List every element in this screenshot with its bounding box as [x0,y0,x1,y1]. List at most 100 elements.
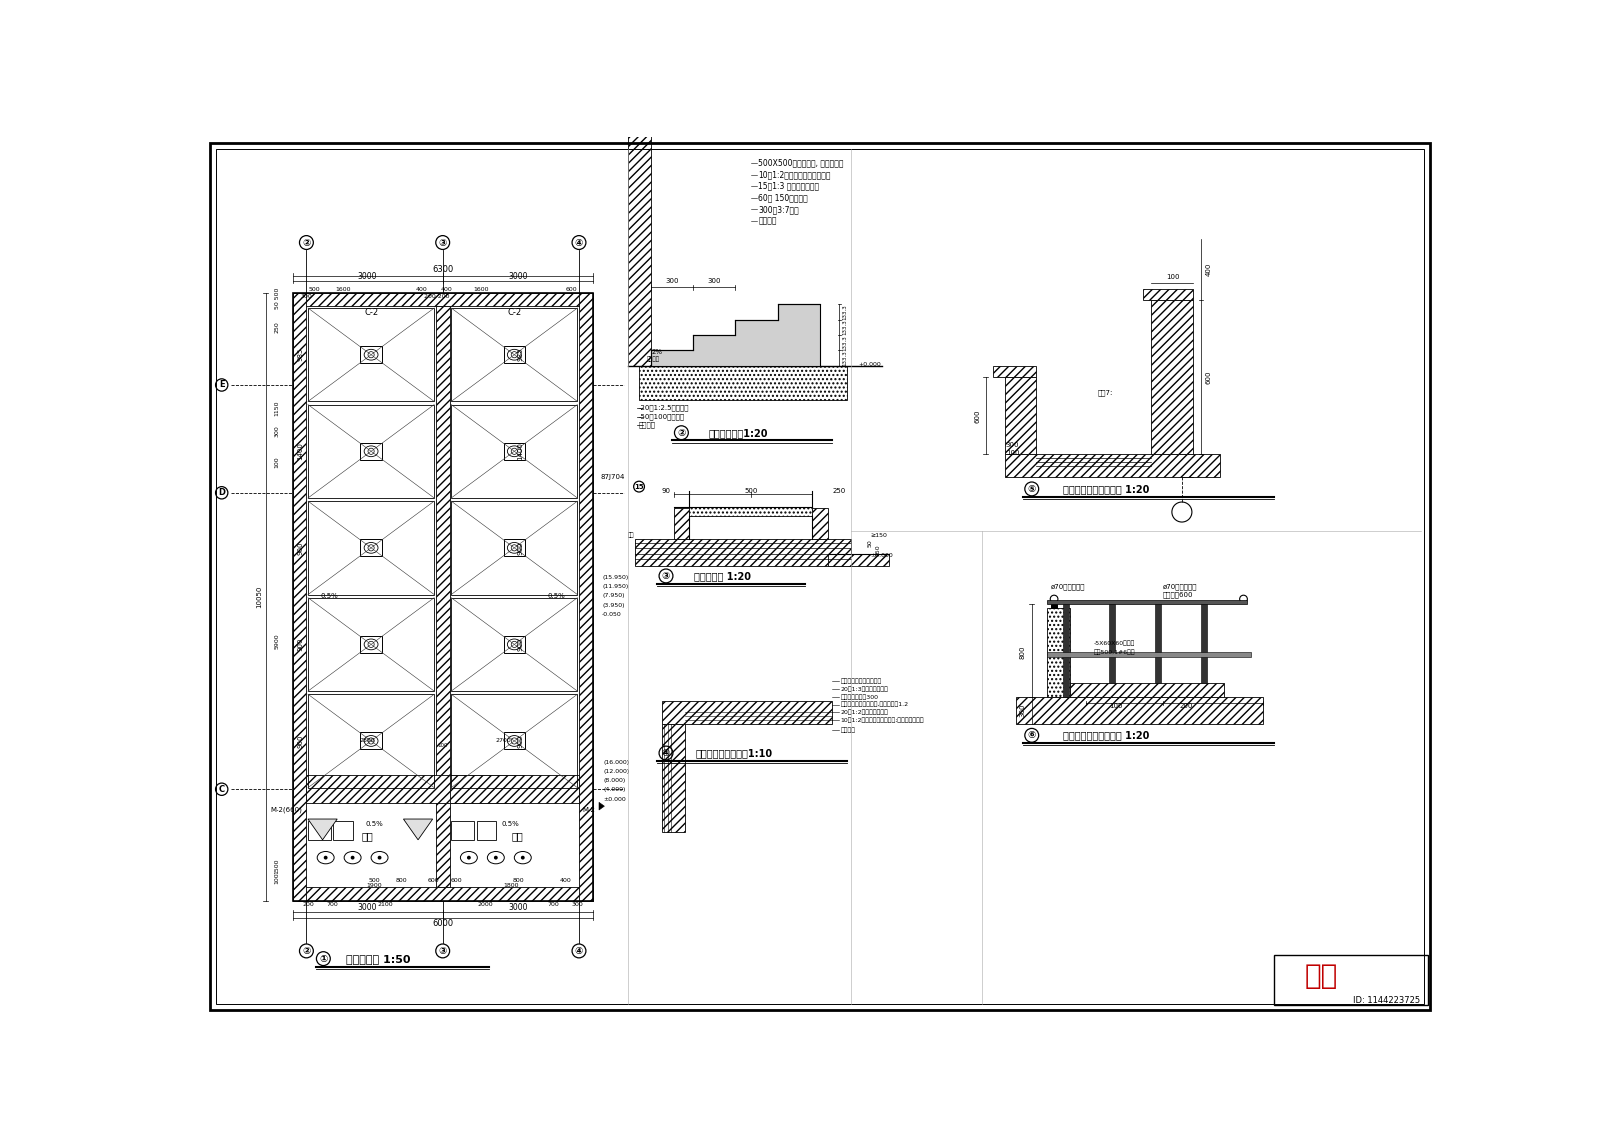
Bar [307,821,331,839]
Text: 400: 400 [1206,263,1211,276]
Text: 700: 700 [547,902,558,907]
Text: 3000: 3000 [509,272,528,281]
Text: 1150: 1150 [275,401,280,416]
Bar [293,292,594,901]
Text: 900: 900 [298,637,304,651]
Bar [1005,455,1221,477]
Bar [307,694,434,788]
Text: 133.3: 133.3 [842,335,846,351]
Text: 1400: 1400 [298,442,304,460]
Text: (12.000): (12.000) [603,769,630,774]
Text: 20厚1:2水泥砂浆保护层: 20厚1:2水泥砂浆保护层 [840,709,888,715]
Circle shape [467,855,470,860]
Text: ø70银白色钢管: ø70银白色钢管 [1051,584,1085,590]
Bar [360,636,382,653]
Text: 10050: 10050 [256,586,262,608]
Text: 50: 50 [867,539,872,547]
Bar [477,821,496,839]
Text: 150: 150 [875,545,880,556]
Text: 钉筋混凝土楼板坡度找坡: 钉筋混凝土楼板坡度找坡 [840,678,882,684]
Bar [451,308,578,402]
Bar [1016,697,1262,724]
Text: 2000: 2000 [477,902,493,907]
Text: 5900: 5900 [275,633,280,649]
Text: 500X500花岗石面层, 白水泥填缝: 500X500花岗石面层, 白水泥填缝 [758,159,843,168]
Text: (8.000): (8.000) [603,778,626,783]
Bar [451,597,578,691]
Text: ⑤: ⑤ [1027,484,1035,494]
Text: 100: 100 [275,456,280,468]
Bar [1005,377,1035,455]
Bar [627,0,651,365]
Text: 700: 700 [326,902,339,907]
Text: 900: 900 [517,734,523,748]
Text: 素土廹实: 素土廹实 [758,217,778,225]
Bar [360,443,382,460]
Text: 400: 400 [416,287,427,292]
Text: 6300: 6300 [432,265,453,274]
Text: 600: 600 [451,878,462,883]
Bar [1144,289,1194,300]
Text: 3000: 3000 [509,903,528,912]
Text: 100: 100 [1110,703,1123,709]
Text: -20厚1:2.5水泥砂浆: -20厚1:2.5水泥砂浆 [638,404,690,411]
Bar [293,292,307,901]
Text: 楼梯休息平台栏板详图 1:20: 楼梯休息平台栏板详图 1:20 [1062,731,1149,740]
Text: 1600: 1600 [474,287,490,292]
Bar [1062,604,1069,697]
Text: 600: 600 [565,287,578,292]
Text: C-2: C-2 [365,308,378,317]
Text: 3000: 3000 [358,272,378,281]
Bar [1155,604,1162,697]
Text: 知末: 知末 [1306,963,1338,990]
Text: ③: ③ [662,571,670,581]
Text: 排水坡度: 排水坡度 [646,356,659,362]
Bar [451,694,578,788]
Text: 卫生间详图 1:50: 卫生间详图 1:50 [347,954,411,964]
Text: 300: 300 [707,278,722,284]
Text: 屋顶7:: 屋顶7: [1098,389,1112,396]
Text: ⑥: ⑥ [1027,731,1035,740]
Text: 阿弥: 阿弥 [629,532,635,538]
Text: 600: 600 [1206,370,1211,384]
Text: 133.3: 133.3 [842,320,846,335]
Text: 900: 900 [298,734,304,748]
Text: 出屋面门汀 1:20: 出屋面门汀 1:20 [694,571,752,581]
Text: -0.050: -0.050 [602,612,622,617]
Text: 200 200: 200 200 [424,293,450,299]
Bar [1109,604,1115,697]
Text: +0.000: +0.000 [859,362,882,367]
Text: ④: ④ [574,238,582,248]
Bar [994,365,1035,377]
Text: 2700: 2700 [496,739,512,743]
Bar [579,292,594,901]
Bar [293,887,594,901]
Text: 300: 300 [301,293,312,299]
Circle shape [323,855,328,860]
Circle shape [350,855,355,860]
Text: ②: ② [302,946,310,956]
Text: 87J704: 87J704 [600,474,626,481]
Text: 聚氨酯防水涂料防水层,厕度不小于1.2: 聚氨酯防水涂料防水层,厕度不小于1.2 [840,701,909,707]
Circle shape [494,855,498,860]
Text: 300: 300 [275,425,280,437]
Text: 60厚 150号混凝土: 60厚 150号混凝土 [758,193,808,202]
Text: M-2: M-2 [582,807,595,813]
Bar [360,539,382,556]
Bar [662,724,685,831]
Text: (11.950): (11.950) [602,585,629,589]
Bar [504,443,525,460]
Text: ±0.000: ±0.000 [870,554,893,558]
Polygon shape [598,803,605,810]
Text: -5X60X60钢架板: -5X60X60钢架板 [1093,641,1134,645]
Text: M-2(660): M-2(660) [270,806,302,813]
Text: ID: 1144223725: ID: 1144223725 [1354,997,1421,1005]
Bar [1202,604,1208,697]
Text: 800: 800 [395,878,408,883]
Bar [1070,683,1224,697]
Bar [360,346,382,363]
Text: 0.5%: 0.5% [366,821,384,827]
Bar [662,701,832,724]
Text: (7.950): (7.950) [602,594,624,598]
Text: 周边沿墙翻上大300: 周边沿墙翻上大300 [840,694,878,700]
